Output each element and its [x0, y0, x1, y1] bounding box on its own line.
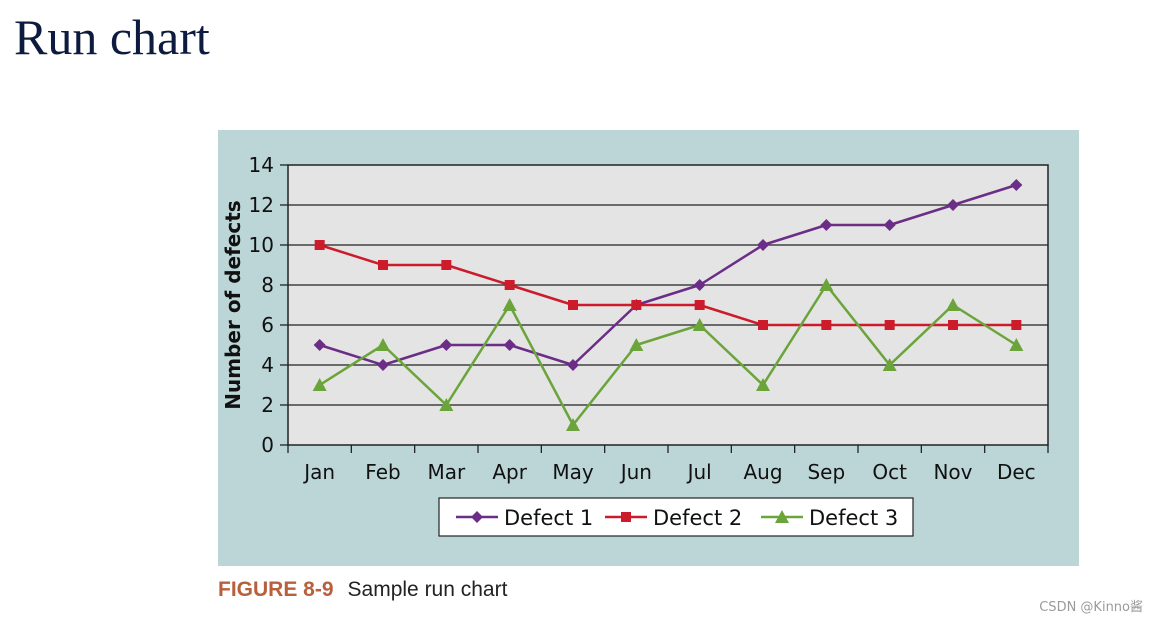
series-layer	[312, 179, 1024, 431]
y-tick-label: 14	[249, 153, 274, 177]
legend-marker	[471, 511, 483, 523]
legend-item-defect-2: Defect 2	[605, 506, 742, 530]
figure-caption: FIGURE 8-9 Sample run chart	[218, 578, 507, 602]
legend-box	[438, 497, 914, 537]
legend-label: Defect 1	[504, 506, 593, 530]
series-defect-3	[312, 278, 1024, 431]
data-point	[312, 378, 327, 391]
figure-panel: 0 2 4 6 8 10 12 14 Jan Feb Mar Apr May Jun Jul Aug Sep O…	[218, 130, 1079, 566]
data-point	[629, 338, 644, 351]
data-point	[504, 280, 515, 290]
legend-label: Defect 3	[809, 506, 898, 530]
data-point	[631, 300, 642, 310]
y-tick-label: 12	[249, 193, 274, 217]
data-point	[756, 378, 770, 391]
x-tick-label: Nov	[933, 460, 972, 484]
series-defect-2	[314, 240, 1022, 330]
data-point	[884, 320, 895, 330]
slide-title: Run chart	[14, 9, 210, 65]
x-tick-label: Jun	[619, 460, 652, 484]
series-defect-1	[313, 179, 1023, 371]
data-point	[946, 298, 960, 311]
y-tick-label: 0	[261, 433, 274, 457]
y-tick-label: 8	[261, 273, 274, 297]
run-chart: 0 2 4 6 8 10 12 14 Jan Feb Mar Apr May Jun Jul Aug Sep O…	[221, 153, 1049, 537]
data-point	[502, 298, 517, 311]
data-point	[568, 300, 578, 310]
watermark: CSDN @Kinno酱	[1039, 600, 1143, 615]
series-line	[319, 243, 1017, 327]
legend-label: Defect 2	[653, 506, 742, 530]
data-point	[821, 320, 832, 330]
x-tick-label: Mar	[427, 460, 466, 484]
y-axis-title: Number of defects	[221, 200, 245, 409]
legend-item-defect-3: Defect 3	[761, 506, 898, 530]
data-point	[1011, 320, 1022, 330]
x-tick-label: Sep	[807, 460, 845, 484]
x-tick-label: Oct	[872, 460, 907, 484]
y-tick-label: 10	[249, 233, 274, 257]
legend-marker	[775, 510, 789, 523]
figure-label: FIGURE 8-9	[218, 578, 334, 601]
data-point	[948, 320, 958, 330]
x-tick-label: Apr	[492, 460, 527, 484]
data-point	[314, 240, 325, 250]
y-tick-label: 2	[261, 393, 274, 417]
data-point	[694, 300, 705, 310]
data-point	[819, 278, 834, 291]
data-point	[883, 219, 896, 231]
y-axis-ticks: 0 2 4 6 8 10 12 14	[249, 153, 288, 457]
data-point	[947, 199, 959, 211]
data-point	[440, 339, 453, 351]
data-point	[882, 358, 897, 371]
x-tick-label: Jul	[686, 460, 712, 484]
data-point	[567, 359, 579, 371]
legend: Defect 1 Defect 2 Defect 3	[438, 497, 914, 537]
data-point	[376, 338, 390, 351]
series-line	[319, 183, 1017, 367]
data-point	[566, 418, 580, 431]
x-tick-label: Jan	[302, 460, 335, 484]
series-line	[318, 283, 1018, 427]
data-point	[439, 398, 454, 411]
legend-marker	[621, 512, 631, 522]
y-tick-label: 6	[261, 313, 274, 337]
data-point	[692, 318, 707, 331]
data-point	[1009, 338, 1024, 351]
data-point	[503, 339, 516, 351]
x-tick-label: Aug	[743, 460, 782, 484]
data-point	[820, 219, 833, 231]
data-point	[1010, 179, 1023, 191]
x-tick-label: May	[552, 460, 594, 484]
grid-lines	[288, 204, 1048, 406]
x-axis-ticks: Jan Feb Mar Apr May Jun Jul Aug Sep Oct Nov Dec	[287, 445, 1049, 484]
data-point	[441, 260, 452, 270]
data-point	[378, 260, 388, 270]
legend-item-defect-1: Defect 1	[456, 506, 593, 530]
data-point	[758, 320, 768, 330]
data-point	[757, 239, 769, 251]
figure-caption-text: Sample run chart	[347, 578, 508, 601]
x-tick-label: Feb	[365, 460, 400, 484]
data-point	[693, 279, 706, 291]
y-tick-label: 4	[261, 353, 274, 377]
data-point	[377, 359, 389, 371]
x-tick-label: Dec	[997, 460, 1036, 484]
data-point	[313, 339, 326, 351]
